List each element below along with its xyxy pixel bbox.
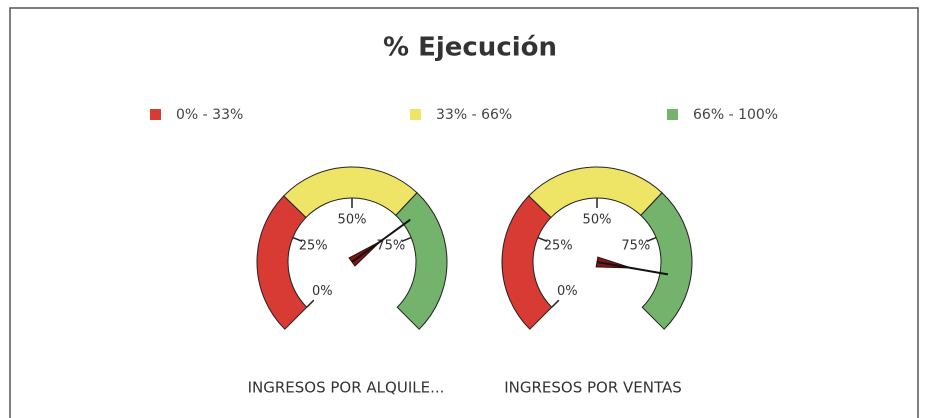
needle xyxy=(348,218,411,267)
tick-label: 25% xyxy=(544,238,573,253)
tick-label: 0% xyxy=(312,284,333,299)
needle-tip xyxy=(596,261,669,276)
tick-mark xyxy=(551,299,560,308)
tick-label: 75% xyxy=(376,238,405,253)
tick-mark xyxy=(306,299,315,308)
gauge-label: INGRESOS POR ALQUILE... xyxy=(248,379,445,397)
tick-label: 75% xyxy=(621,238,650,253)
tick-label: 50% xyxy=(338,213,367,228)
chart-title: % Ejecución xyxy=(383,33,557,63)
gauge-band xyxy=(395,192,448,330)
tick-mark xyxy=(537,236,548,243)
tick-label: 25% xyxy=(299,238,328,253)
legend-label: 66% - 100% xyxy=(693,107,778,123)
legend-swatch xyxy=(410,109,421,120)
legend-swatch xyxy=(150,109,161,120)
needle xyxy=(595,256,669,276)
gauge-label: INGRESOS POR VENTAS xyxy=(504,379,682,397)
legend-label: 33% - 66% xyxy=(436,107,512,123)
needle-tip xyxy=(351,218,411,263)
gauge-band xyxy=(640,192,693,330)
tick-label: 0% xyxy=(557,284,578,299)
frame xyxy=(9,7,919,418)
tick-mark xyxy=(646,236,657,243)
legend-label: 0% - 33% xyxy=(176,107,243,123)
tick-mark xyxy=(401,236,412,243)
tick-mark xyxy=(292,236,303,243)
legend-swatch xyxy=(667,109,678,120)
tick-label: 50% xyxy=(583,213,612,228)
